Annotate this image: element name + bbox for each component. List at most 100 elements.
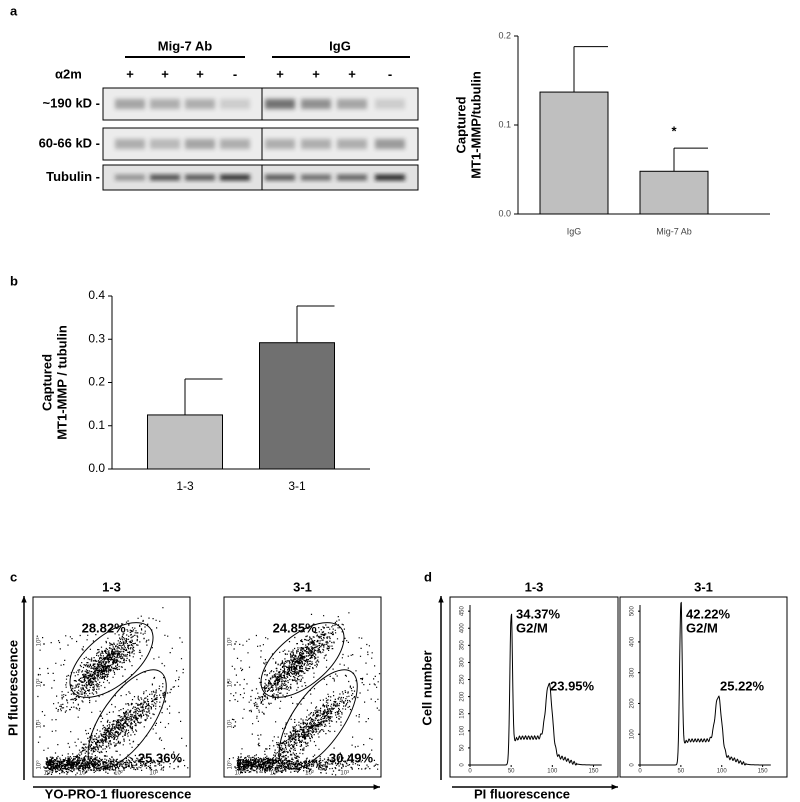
sign: - <box>388 66 392 81</box>
band <box>185 174 215 181</box>
band <box>220 99 250 109</box>
arrow-head <box>611 784 618 790</box>
sign: + <box>196 66 204 81</box>
phase-label: G2/M <box>516 620 548 635</box>
y-tick-label: 300 <box>630 667 636 678</box>
x-tick-label: 10³ <box>340 771 349 777</box>
band <box>375 99 405 109</box>
x-tick-label: 10¹ <box>79 771 88 777</box>
plot-title: 3-1 <box>293 579 312 594</box>
band <box>185 99 215 109</box>
sign: + <box>348 66 356 81</box>
band <box>301 174 331 181</box>
y-tick-label: 400 <box>460 623 466 634</box>
y-tick-label: 100 <box>630 729 636 740</box>
y-tick-label: 0.2 <box>498 30 511 40</box>
y-tick-label: 200 <box>630 698 636 709</box>
y-tick-label: 0.0 <box>88 461 105 475</box>
gate-lower <box>278 669 358 770</box>
x-tick-label: 150 <box>758 769 769 775</box>
y-tick-label: 10² <box>228 679 234 688</box>
sign: + <box>276 66 284 81</box>
y-tick-label: 200 <box>460 691 466 702</box>
panel-label: a <box>10 3 18 18</box>
band <box>150 174 180 181</box>
y-tick-label: 0 <box>630 763 636 767</box>
x-tick-label: 100 <box>547 769 558 775</box>
band <box>265 99 295 109</box>
panel-label: d <box>424 569 432 584</box>
bar <box>259 342 335 470</box>
peak-value: 34.37% <box>516 606 561 621</box>
plot-box <box>619 596 788 778</box>
bar <box>147 414 223 470</box>
y-tick-label: 100 <box>460 725 466 736</box>
band <box>337 174 367 181</box>
y-tick-label: 10⁰ <box>36 760 43 770</box>
sign: + <box>126 66 134 81</box>
y-tick-label: 10⁰ <box>227 760 234 770</box>
sign: - <box>233 66 237 81</box>
gate-lower-value: 25.36% <box>138 750 183 765</box>
y-axis-label: Cell number <box>419 650 434 725</box>
gate-lower <box>87 669 167 770</box>
x-tick-label: 150 <box>588 769 599 775</box>
panel-label: c <box>10 569 17 584</box>
band <box>150 99 180 109</box>
y-axis-label: PI fluorescence <box>5 640 20 736</box>
band <box>375 139 405 149</box>
y-tick-label: 150 <box>460 708 466 719</box>
x-tick-label: 0 <box>468 769 472 775</box>
band <box>301 99 331 109</box>
y-tick-label: 450 <box>460 605 466 616</box>
band <box>265 139 295 149</box>
bar <box>639 170 709 215</box>
y-tick-label: 0.3 <box>88 331 105 345</box>
band <box>220 174 250 181</box>
y-axis-label: Captured <box>453 96 468 153</box>
plot-box <box>449 596 619 778</box>
x-tick-label: 10² <box>305 771 314 777</box>
y-tick-label: 0.2 <box>88 375 105 389</box>
band <box>337 139 367 149</box>
arrow-head <box>373 784 380 790</box>
y-tick-label: 10¹ <box>37 720 43 729</box>
y-tick-label: 10³ <box>228 638 234 647</box>
x-tick-label: 10² <box>114 771 123 777</box>
annotation: * <box>671 124 677 139</box>
band-label: ~190 kD - <box>43 95 100 110</box>
x-tick-label: 50 <box>508 769 515 775</box>
x-tick-label: 1-3 <box>176 479 194 493</box>
y-tick-label: 500 <box>630 605 636 616</box>
plot-title: 1-3 <box>525 579 544 594</box>
y-tick-label: 50 <box>460 744 466 751</box>
band <box>301 139 331 149</box>
x-tick-label: 10³ <box>149 771 158 777</box>
row-label: α2m <box>55 66 82 81</box>
band <box>220 139 250 149</box>
scatter-dots <box>227 612 381 776</box>
sub-value: 25.22% <box>720 678 765 693</box>
gate-upper-value: 28.82% <box>82 620 127 635</box>
sign: + <box>312 66 320 81</box>
y-tick-label: 0.0 <box>498 208 511 218</box>
peak-value: 42.22% <box>686 606 731 621</box>
band <box>115 174 145 181</box>
arrow-head <box>21 596 27 603</box>
plot-title: 3-1 <box>694 579 713 594</box>
x-axis-label: YO-PRO-1 fluorescence <box>45 786 192 801</box>
y-tick-label: 0 <box>460 763 466 767</box>
x-axis-label: PI fluorescence <box>474 786 570 801</box>
sub-value: 23.95% <box>550 678 595 693</box>
y-tick-label: 400 <box>630 636 636 647</box>
gate-upper <box>69 622 154 698</box>
band <box>265 174 295 181</box>
x-tick-label: Mig-7 Ab <box>656 226 692 236</box>
panel-label: b <box>10 273 18 288</box>
phase-label: G2/M <box>686 620 718 635</box>
x-tick-label: 50 <box>678 769 685 775</box>
y-axis-label: MT1-MMP/tubulin <box>468 71 483 179</box>
band <box>185 139 215 149</box>
gate-upper <box>260 622 345 698</box>
